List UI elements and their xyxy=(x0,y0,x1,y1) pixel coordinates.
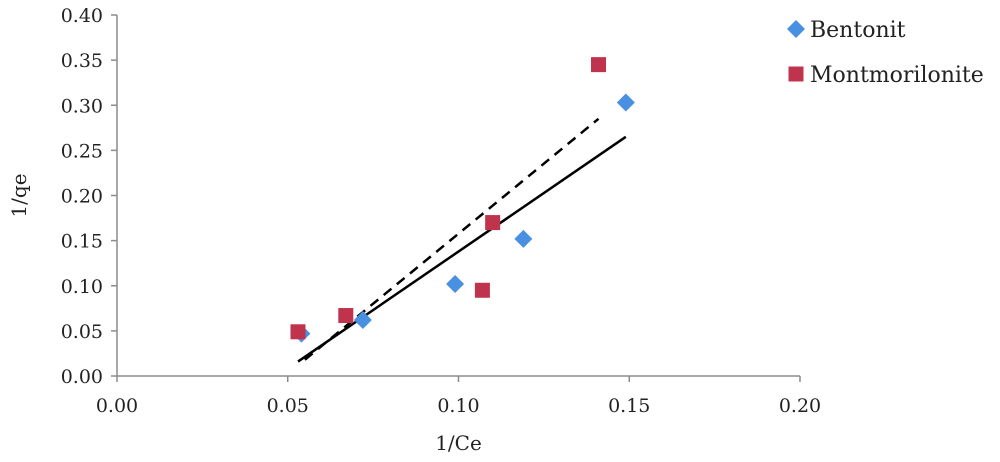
trendlines xyxy=(297,117,627,363)
trendline-montmorilonite xyxy=(304,117,600,361)
x-tick-label: 0.20 xyxy=(779,395,821,417)
x-tick-label: 0.05 xyxy=(267,395,309,417)
data-points xyxy=(290,57,635,343)
y-tick-label: 0.40 xyxy=(61,5,103,27)
point-bentonit xyxy=(446,274,465,293)
x-tick-label: 0.00 xyxy=(96,395,138,417)
y-tick-label: 0.35 xyxy=(61,50,103,72)
y-tick-label: 0.05 xyxy=(61,321,103,343)
point-bentonit xyxy=(514,229,533,248)
y-tick-label: 0.20 xyxy=(61,186,103,208)
legend: Bentonit Montmorilonite xyxy=(787,18,984,88)
x-tick-label: 0.10 xyxy=(437,395,479,417)
y-tick-label: 0.30 xyxy=(61,95,103,117)
legend-label-bentonit: Bentonit xyxy=(810,18,906,43)
point-montmorilonite xyxy=(485,215,501,231)
y-tick-label: 0.15 xyxy=(61,231,103,253)
legend-label-montmorilonite: Montmorilonite xyxy=(810,63,984,88)
y-tick-label: 0.25 xyxy=(61,140,103,162)
x-axis-title: 1/Ce xyxy=(435,431,482,455)
x-tick-label: 0.15 xyxy=(608,395,650,417)
point-montmorilonite xyxy=(338,308,354,324)
axes: 0.00 0.05 0.10 0.15 0.20 0.25 0.30 0.35 0.40 0.00… xyxy=(61,5,821,417)
point-montmorilonite xyxy=(591,57,607,73)
y-tick-label: 0.00 xyxy=(61,366,103,388)
point-bentonit xyxy=(616,93,635,112)
legend-marker-montmorilonite xyxy=(788,66,804,82)
point-bentonit xyxy=(353,311,372,330)
legend-marker-bentonit xyxy=(787,20,805,38)
trendline-bentonit xyxy=(297,135,627,363)
y-tick-label: 0.10 xyxy=(61,276,103,298)
point-montmorilonite xyxy=(290,324,306,340)
y-axis-title: 1/qe xyxy=(7,173,31,217)
point-montmorilonite xyxy=(474,282,490,298)
